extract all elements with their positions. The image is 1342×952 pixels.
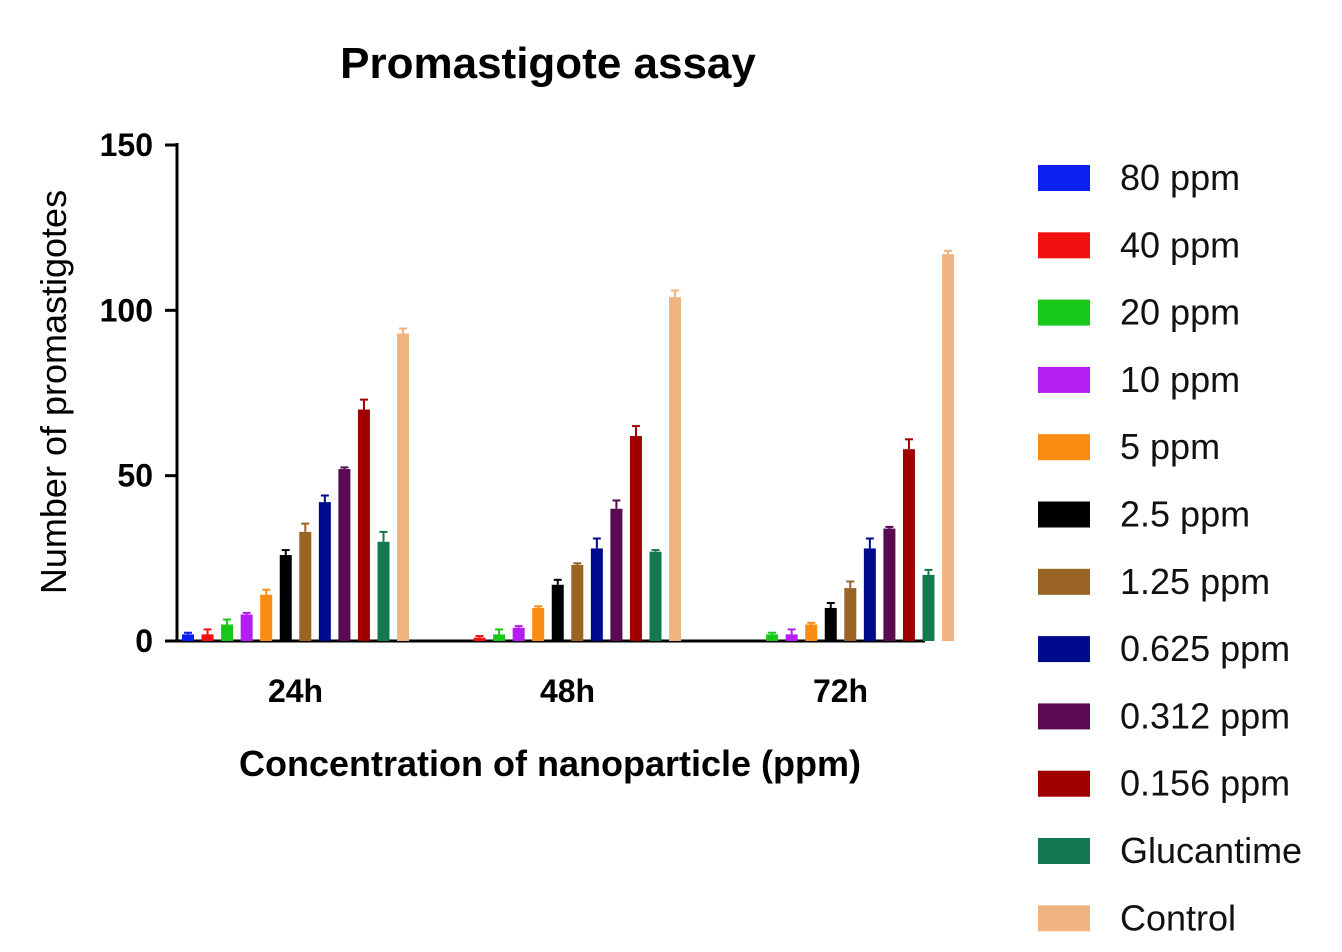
bar [551, 584, 564, 641]
y-tick-label: 50 [117, 458, 153, 494]
legend-label: 20 ppm [1120, 292, 1240, 333]
legend-swatch [1038, 165, 1090, 191]
bar [766, 634, 779, 641]
y-tick-label: 100 [100, 292, 153, 328]
bar [824, 607, 837, 641]
legend-swatch [1038, 299, 1090, 326]
plot-area: 0 50 100 150 24h 48h 72h [100, 127, 955, 709]
bar [863, 548, 876, 641]
legend-label: 10 ppm [1120, 359, 1240, 400]
x-axis-label: Concentration of nanoparticle (ppm) [239, 743, 861, 784]
bar [805, 624, 818, 641]
legend-swatch [1038, 434, 1090, 461]
legend-label: 40 ppm [1120, 224, 1240, 265]
bar [357, 409, 370, 641]
chart-title: Promastigote assay [340, 39, 756, 88]
bar [571, 564, 584, 641]
bar [493, 634, 506, 641]
x-tick-label: 48h [540, 673, 595, 709]
bar [669, 297, 682, 641]
bar [279, 555, 292, 641]
bar [397, 333, 410, 641]
legend-swatch [1038, 232, 1090, 259]
legend-label: Control [1120, 897, 1236, 938]
legend-swatch [1038, 770, 1090, 797]
bar [532, 607, 545, 641]
bar [338, 469, 351, 641]
y-tick-label: 0 [135, 623, 153, 659]
bar [649, 551, 662, 641]
legend-swatch [1038, 905, 1090, 932]
legend-label: 0.156 ppm [1120, 763, 1290, 804]
legend-label: 0.312 ppm [1120, 695, 1290, 736]
legend-label: 1.25 ppm [1120, 561, 1270, 602]
bar [590, 548, 603, 641]
legend-label: Glucantime [1120, 830, 1302, 871]
bar [377, 541, 390, 641]
legend-swatch [1038, 366, 1090, 393]
bar [902, 449, 915, 641]
x-tick-label: 24h [268, 673, 323, 709]
legend-swatch [1038, 501, 1090, 528]
bar [883, 528, 896, 641]
legend-label: 2.5 ppm [1120, 494, 1250, 535]
y-tick-label: 150 [100, 127, 153, 163]
bar [201, 634, 214, 641]
legend-swatch [1038, 568, 1090, 595]
legend-swatch [1038, 838, 1090, 864]
bar [182, 634, 194, 641]
bar [240, 614, 253, 641]
legend-label: 0.625 ppm [1120, 628, 1290, 669]
x-tick-label: 72h [813, 673, 868, 709]
bar [473, 637, 486, 641]
bar [844, 588, 857, 641]
bar [318, 502, 331, 641]
bar [785, 634, 798, 641]
y-axis-label: Number of promastigotes [33, 190, 74, 594]
legend-label: 80 ppm [1120, 157, 1240, 198]
legend: 80 ppm 40 ppm 20 ppm 10 ppm 5 ppm 2.5 ppm 1.25… [1038, 157, 1302, 938]
bar [942, 254, 955, 641]
bar [512, 627, 525, 641]
bar [260, 594, 273, 641]
bar [299, 531, 312, 641]
bar [922, 574, 935, 641]
legend-label: 5 ppm [1120, 426, 1220, 467]
legend-swatch [1038, 636, 1090, 663]
bar [610, 508, 623, 641]
bar [221, 624, 234, 641]
legend-swatch [1038, 703, 1090, 730]
bar [629, 435, 642, 641]
